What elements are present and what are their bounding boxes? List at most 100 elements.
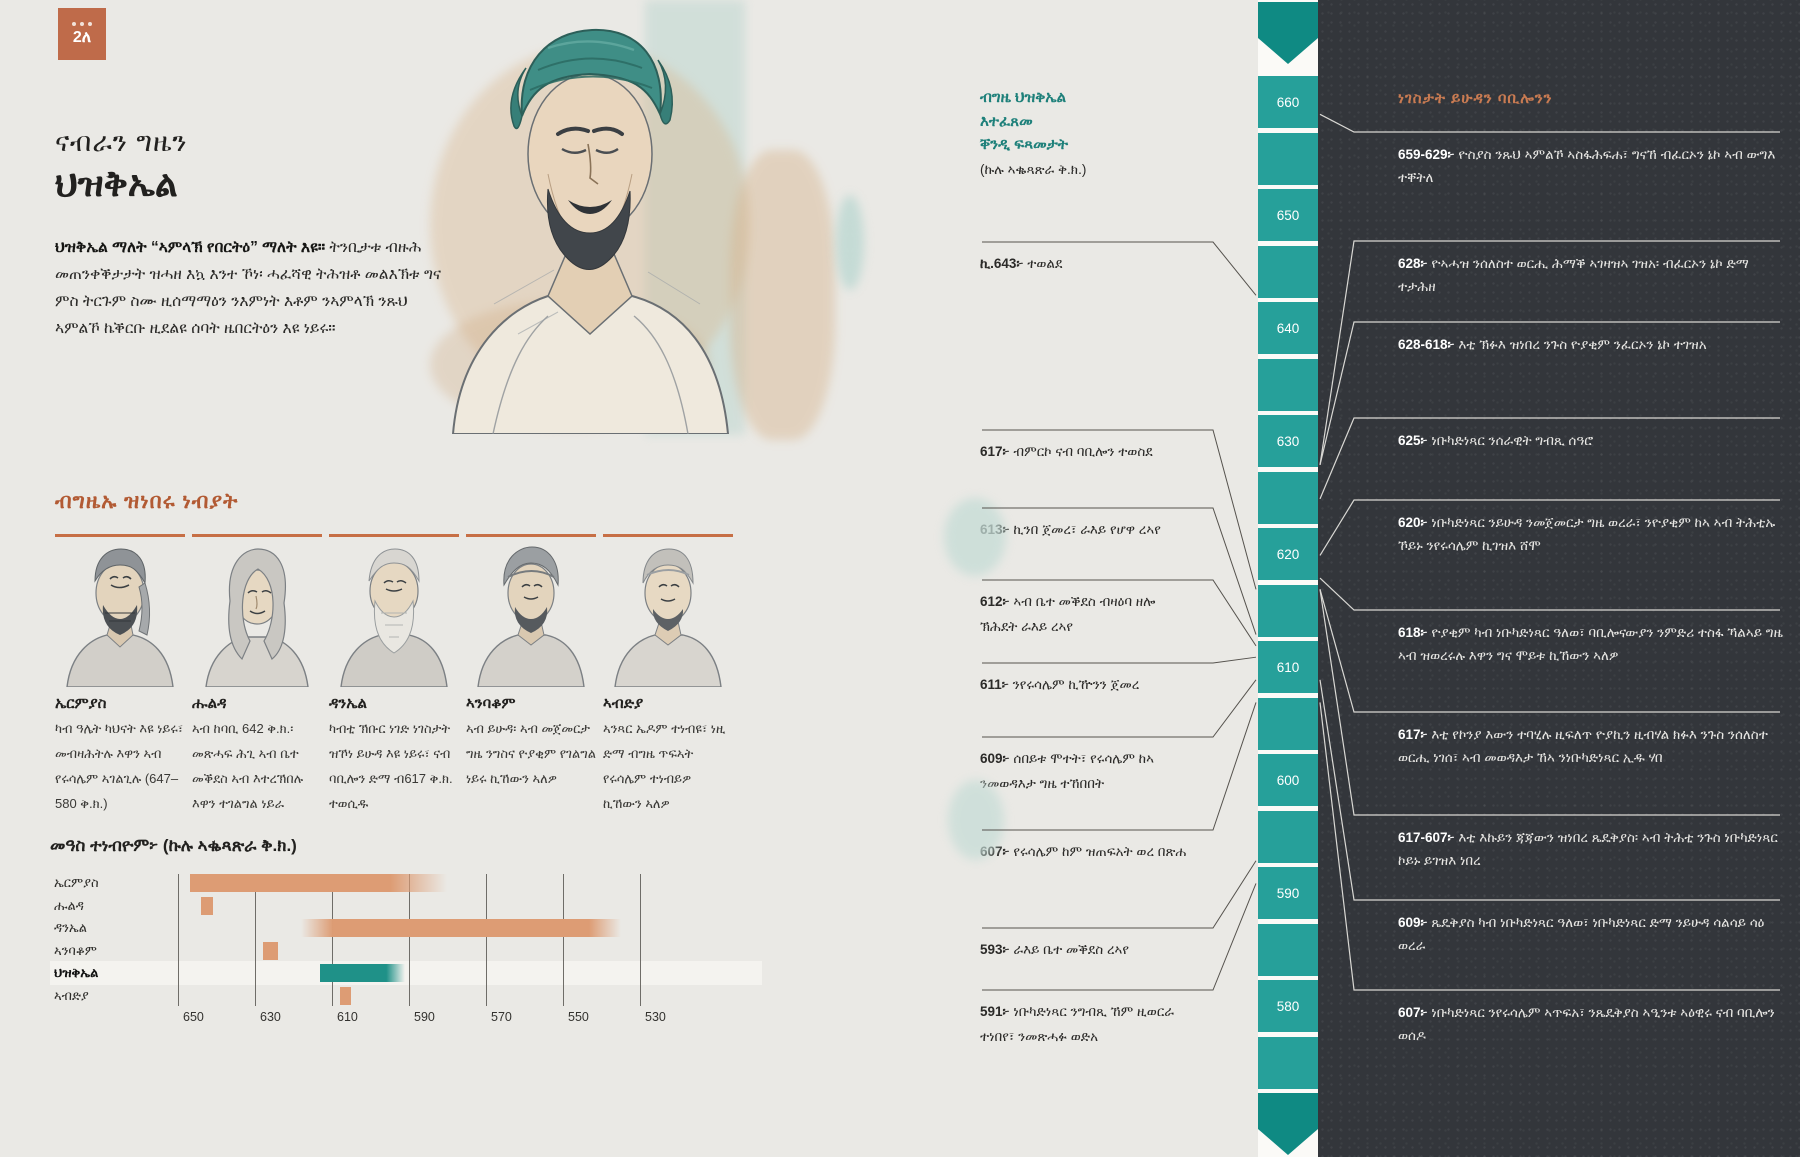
middle-heading-line: ብግዜ ህዝቅኤል [980,89,1067,106]
page-title: ናብራን ግዜን ህዝቅኤል [55,126,188,206]
gantt-gridline [332,874,333,1006]
prophet-card-habakkuk: ኣንባቆም ኣብ ይሁዳ፡ ኣብ መጀመርታ ግዜ ንግስና ዮያቂም የገልግ… [466,534,596,816]
gantt-row-label-5: ኣብድያ [54,988,89,1003]
prophet-desc: ኣብ ይሁዳ፡ ኣብ መጀመርታ ግዜ ንግስና ዮያቂም የገልግል ነይሩ … [466,721,597,786]
event-659-629: 659-629፦ ዮስያስ ንጹህ ኣምልኾ ኣስፋሕፍሐ፣ ግናኸ ብፈርኦን… [1398,147,1776,185]
gantt-bar-0 [189,874,448,892]
prophet-desc: ካብ ዓሌት ካህናት እዩ ነይሩ፣ መብዛሕትሉ እዋን ኣብ የሩሳሌም … [55,721,184,811]
timeline-segment [1258,132,1318,185]
event-613: 613፦ ኪንበ ጀመረ፣ ራእይ የሆዋ ረኣየ [980,522,1161,537]
huldah-portrait [205,548,309,687]
timeline-segment [1258,358,1318,411]
timeline-column: 660 650 640 630 620 610 600 590 580 [1258,0,1318,1157]
event-607: 607፦ የሩሳሌም ከም ዝጠፍአት ወረ በጽሐ [980,844,1187,859]
prophet-cards: ኤርምያስ ካብ ዓሌት ካህናት እዩ ነይሩ፣ መብዛሕትሉ እዋን ኣብ … [55,534,733,816]
habakkuk-portrait [477,546,585,687]
event-609: 609፦ ጼዴቅያስ ካብ ነቡካድነጻር ዓለወ፣ ነቡካድነጻር ድማ ንይ… [1398,915,1765,953]
gantt-gridline [409,874,410,1006]
teal-wash-blob [836,195,864,290]
gantt-axis-label: 650 [183,1010,204,1024]
gantt-chart: 650 630 610 590 570 550 530 ኤርምያስ ሑልዳ ዳንኤል ኣንባቆም ህዝ… [50,870,762,1030]
gantt-highlight-band [50,961,762,986]
event-617-607: 617-607፦ እቲ እኩይን ጃጃውን ዝነበረ ጼዴቅያስ፡ ኣብ ትሕቲ… [1398,830,1778,868]
gantt-row-label-0: ኤርምያስ [54,875,99,890]
timeline-arrow-up-icon [1258,2,1318,64]
event-625: 625፦ ነቡካድነጻር ንሰራዊት ግብጺ ሰዓሮ [1398,433,1594,448]
timeline-year-660: 660 [1258,76,1318,128]
event-628: 628፦ ዮኣሓዝ ንሰለስተ ወርሒ ሕማቕ ኣገዛዝኣ ገዝአ፡ ብፈርኦን… [1398,256,1749,294]
ezekiel-portrait-illustration [451,28,730,434]
event-611: 611፦ ንየሩሳሌም ኪዅንን ጀመረ [980,677,1140,692]
event-year-label: 612፦ [980,594,1010,609]
middle-events-heading: ብግዜ ህዝቅኤል እተፈጸመ ቐንዲ ፍጻመታት [980,86,1200,157]
event-year-label: 617-607፦ [1398,830,1455,845]
kings-heading: ነገስታት ይሁዳን ባቢሎንን [1398,90,1553,107]
prophet-desc: ካብቲ ኽቡር ነገድ ነገስታት ዝኾነ ይሁዳ እዩ ነይሩ፣ ናብ ባቢሎ… [329,721,453,811]
badge-label: 2ለ [72,28,92,46]
event-612: 612፦ ኣብ ቤተ መቕደስ ብዛዕባ ዘሎ ኽሕደት ራእይ ረኣየ [980,594,1156,634]
event-year-label: 591፦ [980,1004,1010,1019]
gantt-bar-1 [201,896,213,915]
event-628-618: 628-618፦ እቲ ኽፉእ ዝነበረ ንጉስ ዮያቂም ንፈርኦን ኔኮ ተ… [1398,337,1707,352]
prophet-card-jeremiah: ኤርምያስ ካብ ዓሌት ካህናት እዩ ነይሩ፣ መብዛሕትሉ እዋን ኣብ … [55,534,185,816]
event-year-label: 607፦ [980,844,1010,859]
title-main: ህዝቅኤል [55,163,178,205]
gantt-row-label-3: ኣንባቆም [54,942,97,958]
timeline-arrow-down-icon [1258,1093,1318,1155]
intro-paragraph: ህዝቅኤል ማለት “ኣምላኽ የበርትዕ” ማለት እዩ። ትንቢታቱ ብዙሕ… [55,234,447,342]
event-617: 617፦ እቲ የኮንያ እውን ተባሂሉ ዚፍለጥ ዮያኪን ዚብሃል ክፉእ… [1398,727,1768,765]
gantt-axis-label: 570 [491,1010,512,1024]
timeline-year-580: 580 [1258,980,1318,1032]
gantt-axis-label: 630 [260,1010,281,1024]
event-year-label: 625፦ [1398,433,1428,448]
timeline-year-600: 600 [1258,754,1318,806]
gantt-gridline [563,874,564,1006]
event-year-label: 628-618፦ [1398,337,1455,352]
event-617: 617፦ ብምርኮ ናብ ባቢሎን ተወስደ [980,444,1153,459]
prophet-name: ሑልዳ [192,695,227,712]
prophet-name: ኣብድያ [603,695,644,712]
title-kicker: ናብራን ግዜን [55,127,188,157]
timeline-segment [1258,584,1318,637]
prophet-desc: ኣብ ከባቢ 642 ቅ.ክ.፡ መጽሓፍ ሕጊ ኣብ ቤተ መቕደስ ኣብ እ… [192,721,304,811]
event-year-label: 628፦ [1398,256,1428,271]
card-accent-rule [55,534,185,537]
timeline-segment [1258,245,1318,298]
event-year-label: 593፦ [980,942,1010,957]
gantt-axis-label: 530 [645,1010,666,1024]
gantt-bar-3 [262,941,279,960]
event-593: 593፦ ራእይ ቤተ መቕደስ ረኣየ [980,942,1130,957]
gantt-bar-2 [301,919,621,938]
gantt-gridline [486,874,487,1006]
timeline-segment [1258,923,1318,976]
daniel-portrait [340,548,448,687]
prophet-name: ዳንኤል [329,695,368,712]
card-accent-rule [329,534,459,537]
card-accent-rule [192,534,322,537]
event-ኪ.643: ኪ.643፦ ተወልደ [980,256,1063,271]
event-year-label: 617፦ [1398,727,1428,742]
event-year-label: 659-629፦ [1398,147,1455,162]
timeline-segment [1258,471,1318,524]
gantt-bar-5 [339,987,352,1005]
intro-body: ትንቢታቱ ብዙሕ መጠንቀቕታታት ዝሓዘ እኳ እንተ ኾነ፡ ሓፈሻዊ ት… [55,238,442,337]
gantt-title: መዓስ ተነብዮም፦ (ኩሉ ኣቈጻጽራ ቅ.ክ.) [50,836,297,855]
event-year-label: 611፦ [980,677,1009,692]
page-number-badge: 2ለ [58,8,106,60]
event-591: 591፦ ነቡካድነጻር ንግብጺ ኸም ዚወርራ ተነበየ፣ ንመጽሓፉ ወድ… [980,1004,1175,1044]
prophet-desc: ኣንጻር ኤዶም ተነብዩ፣ ነዚ ድማ ብግዜ ጥፍኣት የሩሳሌም ተነብይ… [603,721,726,811]
timeline-year-590: 590 [1258,867,1318,919]
contemporaries-heading: ብግዜኡ ዝነበሩ ነብያት [55,490,239,513]
card-accent-rule [466,534,596,537]
event-year-label: 617፦ [980,444,1010,459]
prophet-card-obadiah: ኣብድያ ኣንጻር ኤዶም ተነብዩ፣ ነዚ ድማ ብግዜ ጥፍኣት የሩሳሌም… [603,534,733,816]
event-year-label: 607፦ [1398,1005,1428,1020]
badge-dots-icon [72,21,92,26]
middle-events-note: (ኩሉ ኣቈጻጽራ ቅ.ክ.) [980,162,1087,177]
timeline-year-640: 640 [1258,302,1318,354]
obadiah-portrait [614,548,722,687]
event-year-label: 609፦ [1398,915,1428,930]
gantt-axis-label: 590 [414,1010,435,1024]
timeline-segment [1258,810,1318,863]
gantt-bar-4 [320,964,406,983]
